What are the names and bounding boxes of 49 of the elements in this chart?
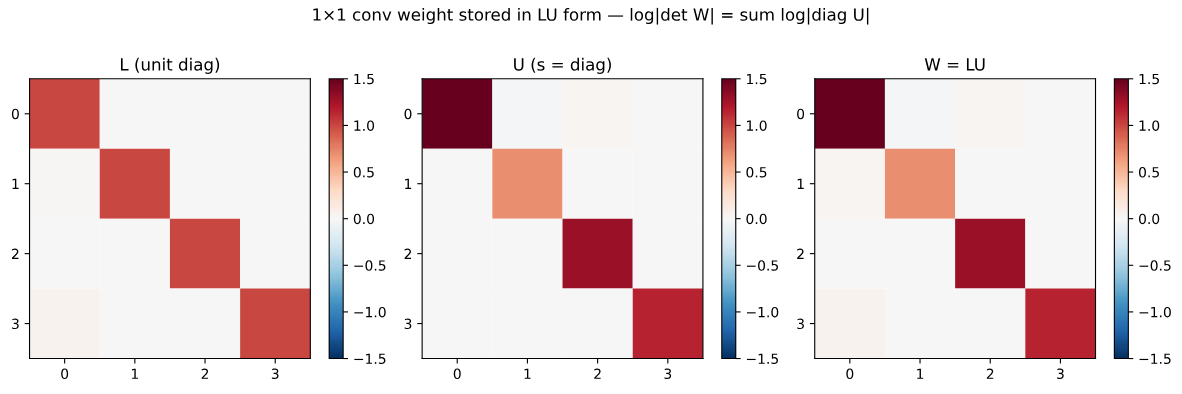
color-bar-label: −1.0 <box>746 306 779 318</box>
color-bar-label: 1.5 <box>747 73 767 85</box>
x-tick-label: 2 <box>986 368 994 379</box>
x-tick-label: 1 <box>131 368 138 379</box>
color-bar-label: 0.5 <box>1138 167 1159 178</box>
color-bar-label: −1.0 <box>354 306 386 318</box>
chart-title: L (unit diag) <box>120 57 220 74</box>
color-bar-label: 1.5 <box>1139 73 1159 85</box>
color-bar-label: 1.0 <box>1139 120 1160 131</box>
color-bar-label: 0.5 <box>746 167 767 178</box>
y-tick-label: 1 <box>797 178 804 189</box>
x-tick-label: 0 <box>61 368 69 380</box>
y-tick-label: 3 <box>797 318 804 330</box>
chart-title: U (s = diag) <box>514 57 611 74</box>
color-bar-label: 0.0 <box>1138 213 1160 225</box>
y-tick-label: 3 <box>404 318 412 330</box>
x-tick-label: 0 <box>846 368 854 380</box>
x-tick-label: 2 <box>201 368 209 379</box>
x-tick-label: 2 <box>594 368 601 379</box>
color-bar-label: −1.5 <box>354 353 386 365</box>
y-tick-label: 2 <box>12 248 19 259</box>
y-tick-label: 0 <box>797 108 805 120</box>
x-tick-label: 3 <box>271 368 279 380</box>
color-bar-label: 1.0 <box>354 120 375 131</box>
color-bar-label: 0.0 <box>746 213 767 225</box>
x-tick-label: 1 <box>917 368 924 379</box>
y-tick-label: 0 <box>11 108 19 120</box>
color-bar-label: −1.0 <box>1139 306 1171 318</box>
color-bar-label: 0.0 <box>353 213 375 225</box>
color-bar-label: 1.5 <box>354 73 374 85</box>
color-bar-label: −0.5 <box>1139 260 1171 271</box>
color-bar-label: −1.5 <box>746 353 778 365</box>
x-tick-label: 3 <box>664 368 672 380</box>
y-tick-label: 1 <box>12 178 19 189</box>
y-tick-label: 2 <box>797 248 804 259</box>
y-tick-label: 0 <box>404 108 412 120</box>
text: 1×1 conv weight stored in LU form — log|det W| = sum log|diag U| <box>313 7 869 25</box>
color-bar-label: −1.5 <box>1139 353 1171 365</box>
y-tick-label: 1 <box>405 178 412 189</box>
y-tick-label: 2 <box>404 248 412 259</box>
color-bar-label: 1.0 <box>747 120 767 131</box>
x-tick-label: 1 <box>524 368 531 379</box>
color-bar-label: −0.5 <box>354 260 386 271</box>
x-tick-label: 0 <box>453 368 461 380</box>
chart-title: W = LU <box>924 58 985 71</box>
color-bar-label: 0.5 <box>353 167 374 178</box>
y-tick-label: 3 <box>12 318 19 330</box>
color-bar-label: −0.5 <box>746 260 778 271</box>
x-tick-label: 3 <box>1057 368 1064 380</box>
